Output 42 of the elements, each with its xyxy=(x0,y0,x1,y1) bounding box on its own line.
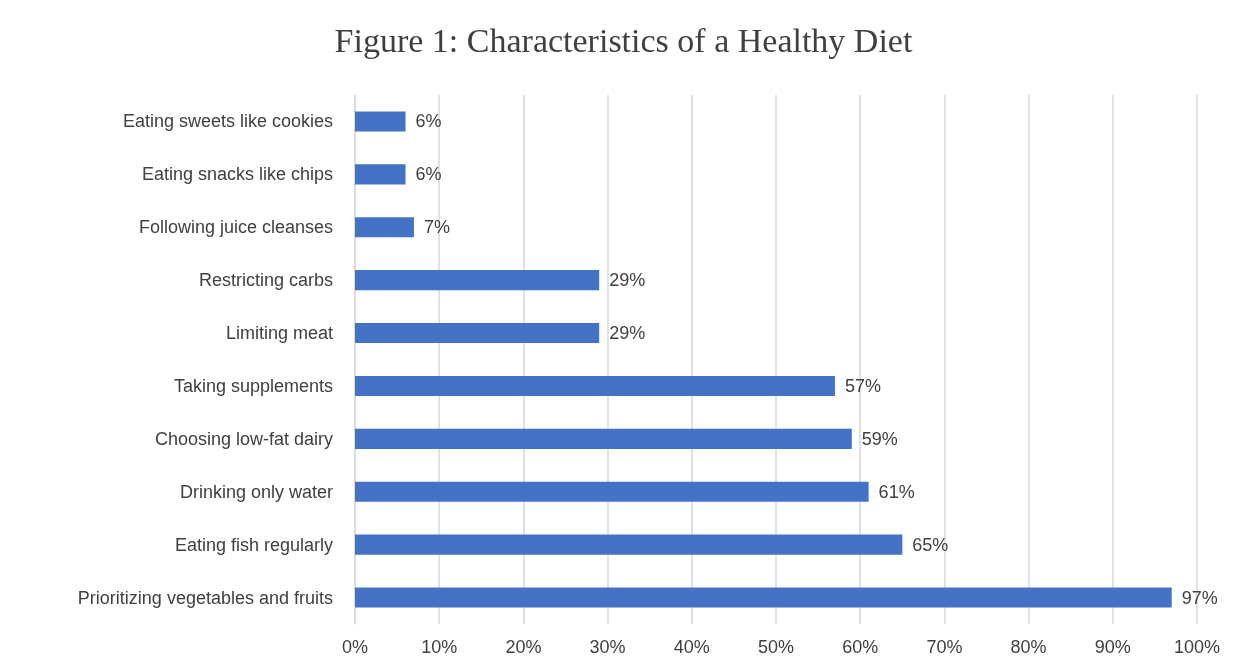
x-tick-label: 40% xyxy=(673,637,710,657)
data-label: 29% xyxy=(609,270,646,291)
data-label: 6% xyxy=(415,111,442,132)
data-label: 57% xyxy=(844,375,881,396)
data-label: 65% xyxy=(912,534,949,555)
y-tick-label: Eating snacks like chips xyxy=(141,164,333,185)
data-label: 59% xyxy=(861,428,898,449)
bar xyxy=(355,428,852,449)
data-label: 97% xyxy=(1181,587,1218,608)
y-tick-label: Drinking only water xyxy=(179,481,333,502)
x-tick-label: 100% xyxy=(1173,637,1221,657)
x-tick-label: 80% xyxy=(1010,637,1047,657)
y-tick-label: Taking supplements xyxy=(173,375,333,396)
y-tick-label: Eating fish regularly xyxy=(174,534,333,555)
x-tick-label: 10% xyxy=(421,637,458,657)
data-label: 6% xyxy=(415,164,442,185)
data-label: 7% xyxy=(423,217,450,238)
bar xyxy=(355,481,869,502)
x-tick-label: 30% xyxy=(589,637,626,657)
x-tick-label: 60% xyxy=(842,637,879,657)
x-tick-label: 90% xyxy=(1094,637,1131,657)
bar xyxy=(355,164,406,185)
x-tick-label: 50% xyxy=(757,637,795,657)
bar xyxy=(355,323,600,344)
bar xyxy=(355,111,406,132)
y-tick-label: Prioritizing vegetables and fruits xyxy=(77,587,333,608)
y-tick-label: Choosing low-fat dairy xyxy=(154,428,333,449)
y-tick-label: Eating sweets like cookies xyxy=(122,111,333,132)
y-tick-label: Limiting meat xyxy=(225,323,333,344)
bar xyxy=(355,270,600,291)
x-tick-label: 70% xyxy=(926,637,963,657)
y-tick-label: Restricting carbs xyxy=(198,270,333,291)
chart-title: Figure 1: Characteristics of a Healthy Diet xyxy=(334,21,913,59)
x-tick-label: 0% xyxy=(341,637,369,657)
y-tick-label: Following juice cleanses xyxy=(138,217,333,238)
bar xyxy=(355,217,414,238)
x-tick-label: 20% xyxy=(505,637,542,657)
data-label: 29% xyxy=(609,323,646,344)
bar xyxy=(355,534,903,555)
bar xyxy=(355,375,835,396)
data-label: 61% xyxy=(878,481,915,502)
bar xyxy=(355,587,1172,608)
